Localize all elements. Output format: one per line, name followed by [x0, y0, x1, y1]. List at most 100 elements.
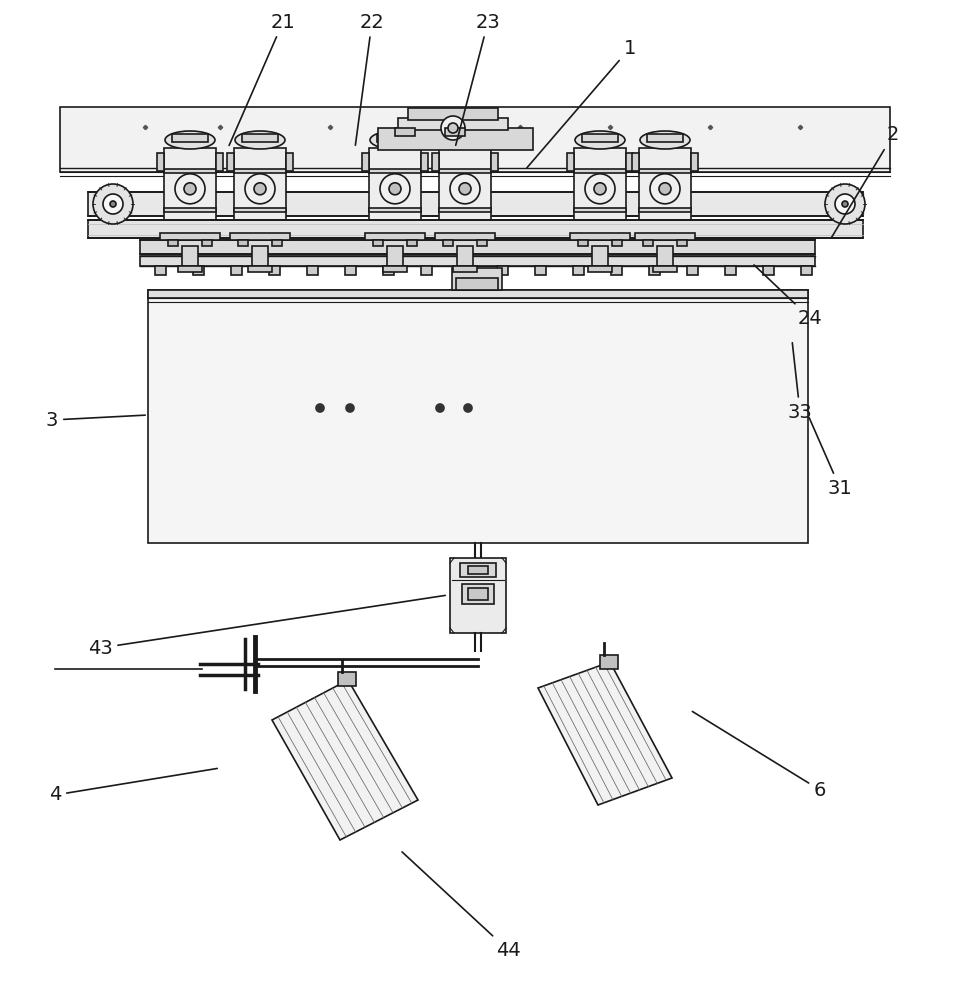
Bar [164, 169, 216, 173]
Text: 24: 24 [754, 265, 822, 328]
Bar [234, 169, 286, 173]
Bar [230, 233, 290, 240]
Bar [443, 240, 453, 246]
Bar [460, 563, 496, 577]
Bar [234, 208, 286, 212]
Circle shape [842, 201, 848, 207]
Bar [398, 118, 508, 130]
Text: 6: 6 [693, 711, 826, 800]
Text: 2: 2 [832, 125, 900, 238]
Ellipse shape [370, 131, 420, 149]
Text: 21: 21 [229, 12, 295, 145]
Bar [801, 266, 812, 275]
Bar [647, 134, 683, 142]
Bar [459, 266, 470, 275]
Bar [535, 266, 546, 275]
Bar [643, 240, 653, 246]
Bar [383, 266, 394, 275]
Circle shape [650, 174, 680, 204]
Bar [88, 192, 863, 216]
Bar [60, 107, 890, 172]
Bar [140, 256, 815, 266]
Circle shape [464, 404, 472, 412]
Bar [148, 290, 808, 543]
Circle shape [825, 184, 865, 224]
Bar [369, 148, 421, 233]
Bar [407, 240, 417, 246]
Circle shape [585, 174, 615, 204]
Circle shape [245, 174, 275, 204]
Polygon shape [272, 680, 418, 840]
Bar [445, 128, 465, 136]
Bar [573, 266, 584, 275]
Text: 43: 43 [87, 595, 445, 658]
Bar [272, 240, 282, 246]
Circle shape [448, 123, 458, 133]
Bar [439, 169, 491, 173]
Bar [491, 153, 498, 171]
Bar [639, 208, 691, 212]
Bar [567, 153, 574, 171]
Bar [395, 128, 415, 136]
Circle shape [346, 404, 354, 412]
Bar [574, 169, 626, 173]
Ellipse shape [235, 131, 285, 149]
Bar [168, 240, 178, 246]
Bar [193, 266, 204, 275]
Circle shape [93, 184, 133, 224]
Text: 33: 33 [787, 343, 812, 422]
Text: 23: 23 [456, 12, 500, 145]
Bar [362, 153, 369, 171]
Bar [611, 266, 622, 275]
Bar [439, 208, 491, 212]
Circle shape [459, 183, 471, 195]
Bar [588, 266, 612, 272]
Bar [574, 208, 626, 212]
Bar [457, 246, 473, 266]
Bar [456, 278, 498, 290]
Bar [626, 153, 633, 171]
Circle shape [450, 174, 480, 204]
Bar [345, 266, 356, 275]
Bar [421, 266, 432, 275]
Bar [691, 153, 698, 171]
Circle shape [175, 174, 205, 204]
Bar [338, 672, 356, 686]
Bar [450, 558, 506, 633]
Circle shape [659, 183, 671, 195]
Bar [157, 153, 164, 171]
Text: 44: 44 [402, 852, 520, 960]
Bar [248, 266, 272, 272]
Bar [88, 220, 863, 238]
Bar [234, 148, 286, 233]
Bar [231, 266, 242, 275]
Bar [447, 134, 483, 142]
Bar [570, 233, 630, 240]
Bar [653, 266, 677, 272]
Bar [408, 108, 498, 120]
Bar [432, 153, 439, 171]
Text: 22: 22 [355, 12, 384, 145]
Bar [164, 208, 216, 212]
Text: 3: 3 [46, 410, 146, 430]
Bar [687, 266, 698, 275]
Bar [421, 153, 428, 171]
Bar [578, 240, 588, 246]
Circle shape [389, 183, 401, 195]
Circle shape [103, 194, 123, 214]
Circle shape [441, 116, 465, 140]
Bar [639, 169, 691, 173]
Bar [252, 246, 268, 266]
Bar [582, 134, 618, 142]
Bar [148, 290, 808, 298]
Bar [164, 148, 216, 233]
Bar [307, 266, 318, 275]
Bar [178, 266, 202, 272]
Bar [592, 246, 608, 266]
Bar [632, 153, 639, 171]
Bar [657, 246, 673, 266]
Bar [635, 233, 695, 240]
Bar [269, 266, 280, 275]
Circle shape [436, 404, 444, 412]
Bar [369, 169, 421, 173]
